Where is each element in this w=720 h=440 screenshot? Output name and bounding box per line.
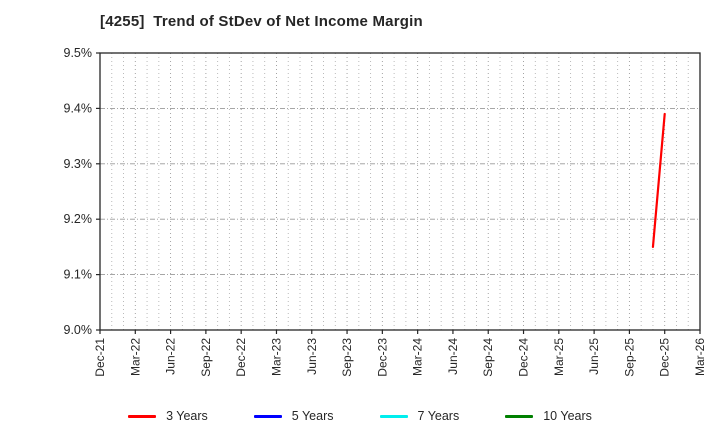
x-tick-label: Mar-25 [552, 338, 566, 376]
legend-label-3-years: 3 Years [166, 408, 208, 423]
x-tick-label: Jun-23 [305, 338, 319, 375]
series-line-3-years [651, 112, 666, 248]
x-tick-label: Sep-25 [622, 338, 636, 377]
legend-swatch-5-years [253, 414, 282, 418]
x-tick-label: Mar-24 [411, 338, 425, 376]
legend-label-5-years: 5 Years [291, 408, 334, 423]
x-tick-label: Mar-26 [693, 338, 707, 376]
x-tick-label: Sep-22 [199, 338, 213, 377]
x-tick-label: Jun-22 [164, 338, 178, 375]
plot-border [99, 52, 701, 331]
legend-item-3-years: 3 Years [128, 410, 208, 423]
y-tick-label: 9.0% [64, 323, 93, 337]
x-tick-label: Sep-23 [340, 338, 354, 377]
x-tick-label: Dec-24 [517, 338, 531, 377]
legend-label-7-years: 7 Years [417, 408, 460, 423]
x-tick-label: Jun-25 [587, 338, 601, 375]
y-tick-label: 9.4% [64, 101, 93, 115]
x-tick-label: Dec-25 [658, 338, 672, 377]
x-tick-label: Jun-24 [446, 338, 460, 375]
y-tick-label: 9.1% [64, 268, 93, 282]
chart-title: [4255] Trend of StDev of Net Income Marg… [100, 13, 423, 30]
y-tick-label: 9.5% [64, 46, 93, 60]
y-tick-label: 9.3% [64, 157, 93, 171]
legend-swatch-3-years [128, 414, 157, 418]
y-tick-label: 9.2% [64, 212, 93, 226]
legend-item-10-years: 10 Years [505, 410, 592, 423]
legend-item-5-years: 5 Years [253, 408, 334, 423]
legend-item-7-years: 7 Years [379, 408, 460, 423]
x-tick-label: Mar-22 [128, 338, 142, 376]
x-tick-label: Dec-23 [375, 338, 389, 377]
legend: 3 Years 5 Years 7 Years 10 Years [0, 404, 720, 428]
legend-swatch-10-years [505, 414, 534, 418]
x-tick-label: Dec-21 [93, 338, 107, 377]
x-tick-label: Dec-22 [234, 338, 248, 377]
legend-label-10-years: 10 Years [543, 408, 592, 423]
x-tick-label: Sep-24 [481, 338, 495, 377]
legend-swatch-7-years [379, 414, 408, 418]
x-tick-label: Mar-23 [269, 338, 283, 376]
